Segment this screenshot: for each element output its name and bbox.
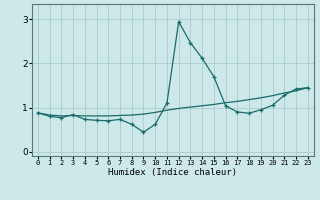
X-axis label: Humidex (Indice chaleur): Humidex (Indice chaleur) <box>108 168 237 177</box>
